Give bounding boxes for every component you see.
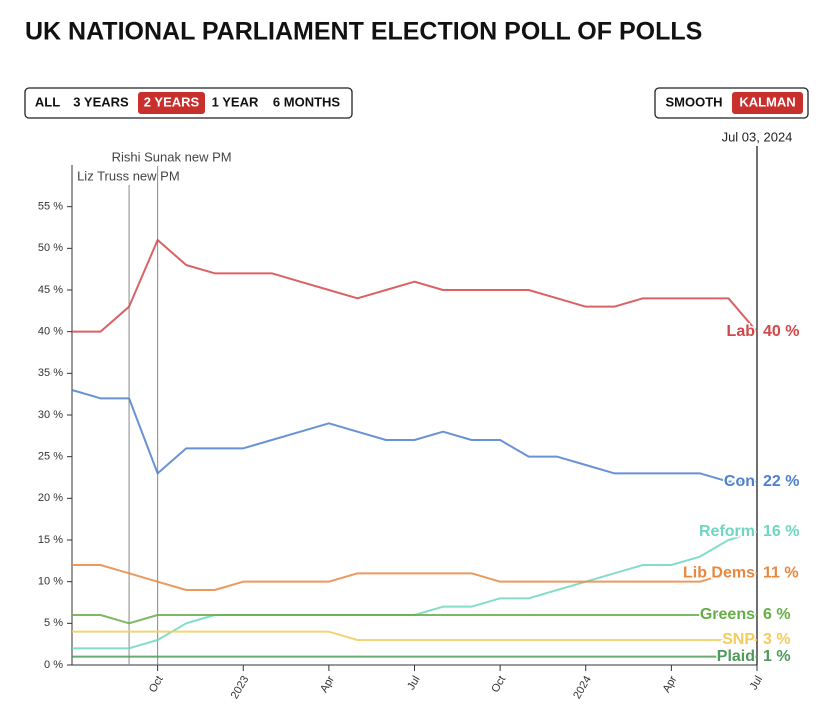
x-tick-label: Oct (147, 674, 166, 695)
x-tick-label: Jul (748, 674, 765, 692)
series-line (71, 389, 757, 483)
y-tick-label: 25 % (38, 451, 63, 463)
value-label: 3 % (763, 631, 791, 648)
y-tick-label: 20 % (38, 492, 63, 504)
series-line (72, 239, 758, 333)
range-button[interactable]: ALL (35, 94, 60, 109)
x-tick-label: Oct (489, 674, 508, 695)
annotation-text: Liz Truss new PM (77, 168, 180, 183)
method-button[interactable]: SMOOTH (665, 94, 722, 109)
series-line (72, 614, 757, 625)
annotation-text: Rishi Sunak new PM (112, 149, 232, 164)
series-name: Reform (699, 523, 755, 540)
y-tick-label: 55 % (38, 201, 63, 213)
y-tick-label: 50 % (38, 242, 63, 254)
range-selected (138, 92, 205, 114)
method-button[interactable]: KALMAN (739, 94, 795, 109)
series-name: Plaid (717, 648, 755, 665)
value-label: 16 % (763, 523, 799, 540)
y-tick-label: 40 % (38, 326, 63, 338)
y-tick-label: 15 % (38, 534, 63, 546)
range-button[interactable]: 3 YEARS (73, 94, 129, 109)
x-tick-label: 2024 (571, 674, 594, 701)
y-tick-label: 30 % (38, 409, 63, 421)
end-date-label: Jul 03, 2024 (722, 129, 793, 144)
y-tick-label: 5 % (44, 617, 63, 629)
value-label: 40 % (763, 323, 799, 340)
range-button[interactable]: 6 MONTHS (273, 94, 341, 109)
x-tick-label: Apr (661, 674, 680, 695)
y-tick-label: 10 % (38, 576, 63, 588)
series-name: Con (724, 473, 755, 490)
series-name: Lib Dems (683, 565, 755, 582)
range-button[interactable]: 2 YEARS (144, 94, 200, 109)
series-line (72, 630, 757, 641)
series-name: Lab (727, 323, 756, 340)
value-label: 22 % (763, 473, 799, 490)
x-tick-label: Jul (405, 674, 422, 692)
value-label: 11 % (763, 565, 799, 582)
chart-title: UK NATIONAL PARLIAMENT ELECTION POLL OF … (25, 18, 702, 46)
series-name: Greens (700, 606, 755, 623)
range-button[interactable]: 1 YEAR (212, 94, 259, 109)
x-tick-label: Apr (318, 674, 337, 695)
value-label: 6 % (763, 606, 791, 623)
y-tick-label: 35 % (38, 367, 63, 379)
series-line (72, 564, 757, 591)
method-selected (732, 92, 803, 114)
series-name: SNP (722, 631, 755, 648)
value-label: 1 % (763, 648, 791, 665)
y-tick-label: 0 % (44, 659, 63, 671)
y-tick-label: 45 % (38, 284, 63, 296)
x-tick-label: 2023 (229, 674, 252, 701)
